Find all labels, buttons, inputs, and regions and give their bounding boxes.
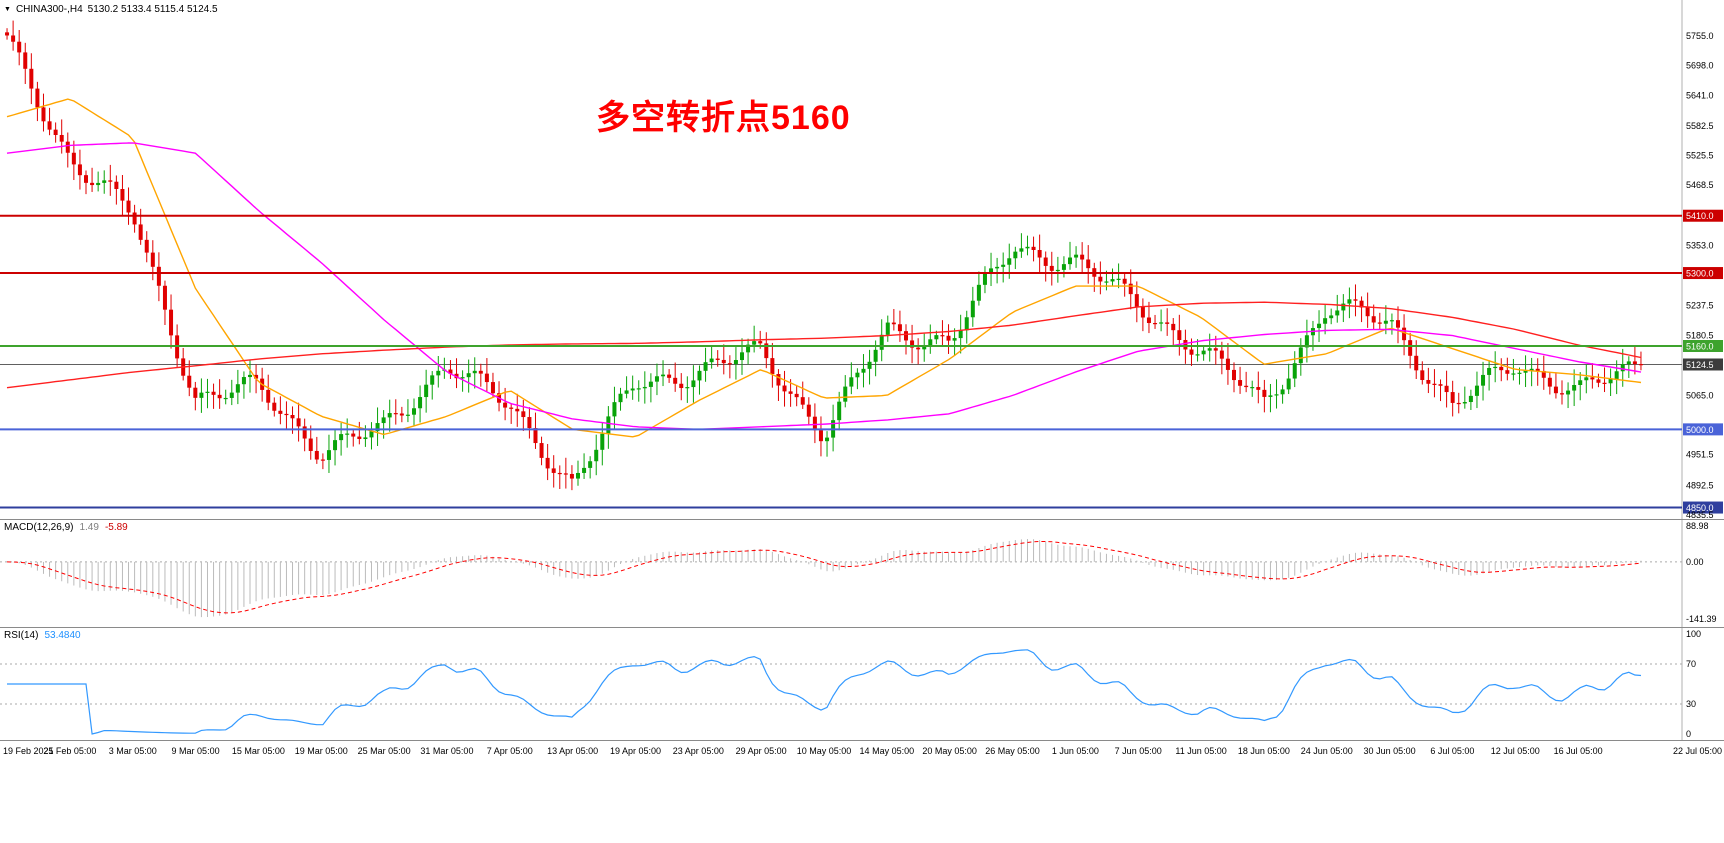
price-axis-label: 4951.5 [1686,450,1714,460]
price-badge-5160.0 [1683,340,1723,352]
rsi-panel[interactable]: 100 70 30 0 RSI(14) 53.4840 [0,628,1724,741]
price-axis-label: 5237.5 [1686,301,1714,311]
rsi-line [7,649,1642,735]
time-axis[interactable]: 19 Feb 2021 25 Feb 05:00 3 Mar 05:00 9 Mar … [0,741,1724,763]
time-label: 6 Jul 05:00 [1430,746,1475,756]
time-label: 10 May 05:00 [796,746,852,756]
time-label: 19 Feb 2021 [3,746,54,756]
rsi-axis-label: 30 [1686,699,1696,709]
time-label: 16 Jul 05:00 [1553,746,1603,756]
time-label: 22 Jul 05:00 [1672,746,1722,756]
annotation-text[interactable]: 多空转折点5160 [596,99,851,137]
time-label: 19 Mar 05:00 [294,746,348,756]
macd-axis-label: 88.98 [1686,521,1709,531]
price-axis-label: 5353.0 [1686,240,1714,250]
ma-mid-magenta [6,142,1642,431]
time-label: 7 Jun 05:00 [1114,746,1162,756]
price-axis-label: 5065.0 [1686,391,1714,401]
price-badge-text: 5300.0 [1686,269,1714,279]
price-axis-label: 4892.5 [1686,480,1714,490]
price-badge-5000.0 [1683,423,1723,436]
macd-panel[interactable]: 88.98 0.00 -141.39 MACD(12,26,9) 1.49 -5.89 [0,520,1724,628]
time-label: 1 Jun 05:00 [1051,746,1099,756]
macd-name: MACD(12,26,9) [4,522,74,533]
candles-layer [5,20,1643,491]
rsi-axis-label: 70 [1686,659,1696,669]
time-label: 12 Jul 05:00 [1490,746,1540,756]
time-label: 31 Mar 05:00 [420,746,474,756]
time-label: 19 Apr 05:00 [609,746,661,756]
time-label: 15 Mar 05:00 [231,746,285,756]
price-panel[interactable]: 5410.0 5300.0 5160.0 5000.0 4850.0 5755.0 5698… [0,0,1724,520]
price-badge-text: 4850.0 [1686,503,1714,513]
price-axis-label: 5755.0 [1686,31,1714,41]
time-label: 18 Jun 05:00 [1237,746,1290,756]
price-axis-label: 5180.5 [1686,330,1714,340]
time-label: 25 Mar 05:00 [357,746,411,756]
symbol-info: ▼ CHINA300-,H4 5130.2 5133.4 5115.4 5124… [4,4,218,15]
symbol-dropdown-icon[interactable]: ▼ [4,5,11,13]
time-label: 26 May 05:00 [985,746,1040,756]
macd-chart-svg[interactable]: 88.98 0.00 -141.39 [0,520,1724,627]
macd-signal-line [6,541,1642,614]
time-label: 3 Mar 05:00 [108,746,157,756]
time-label: 23 Apr 05:00 [672,746,724,756]
rsi-axis-label: 100 [1686,629,1701,639]
time-label: 13 Apr 05:00 [547,746,599,756]
price-badge-text: 5410.0 [1686,211,1714,221]
macd-axis-label: -141.39 [1686,614,1717,624]
price-axis-label: 5525.5 [1686,151,1714,161]
macd-histogram [12,539,1642,618]
ma-slow-red [6,301,1642,389]
ma-fast-orange [6,98,1642,438]
price-badge-5300.0 [1683,267,1723,280]
time-label: 25 Feb 05:00 [43,746,97,756]
price-axis-label: 5698.0 [1686,61,1714,71]
price-badge-5410.0 [1683,209,1723,222]
rsi-value: 53.4840 [44,630,81,641]
rsi-label: RSI(14) 53.4840 [4,630,81,641]
time-label: 20 May 05:00 [922,746,977,756]
price-axis-label: 4835.5 [1686,510,1714,519]
rsi-name: RSI(14) [4,630,39,641]
time-label: 9 Mar 05:00 [171,746,220,756]
price-badge-text: 5000.0 [1686,425,1714,435]
time-label: 24 Jun 05:00 [1300,746,1353,756]
time-label: 11 Jun 05:00 [1175,746,1227,756]
rsi-axis-label: 0 [1686,729,1691,739]
price-axis-label: 5582.5 [1686,121,1714,131]
time-label: 29 Apr 05:00 [735,746,787,756]
last-price-badge [1683,358,1723,371]
macd-value-signal: -5.89 [104,522,128,533]
symbol-title: CHINA300-,H4 [15,4,83,15]
macd-axis-label: 0.00 [1686,557,1704,567]
time-label: 7 Apr 05:00 [486,746,533,756]
price-chart-svg[interactable]: 5410.0 5300.0 5160.0 5000.0 4850.0 5755.0 5698… [0,0,1724,519]
price-badge-4850.0 [1683,501,1723,514]
price-axis-label: 5641.0 [1686,90,1714,100]
last-price-badge-text: 5124.5 [1686,360,1714,370]
price-badge-text: 5160.0 [1686,342,1714,352]
time-label: 30 Jun 05:00 [1363,746,1416,756]
price-axis-label: 5468.5 [1686,180,1714,190]
macd-value-main: 1.49 [79,522,99,533]
time-label: 14 May 05:00 [859,746,915,756]
rsi-chart-svg[interactable]: 100 70 30 0 [0,628,1724,740]
macd-label: MACD(12,26,9) 1.49 -5.89 [4,522,128,533]
symbol-ohlc: 5130.2 5133.4 5115.4 5124.5 [87,4,218,15]
